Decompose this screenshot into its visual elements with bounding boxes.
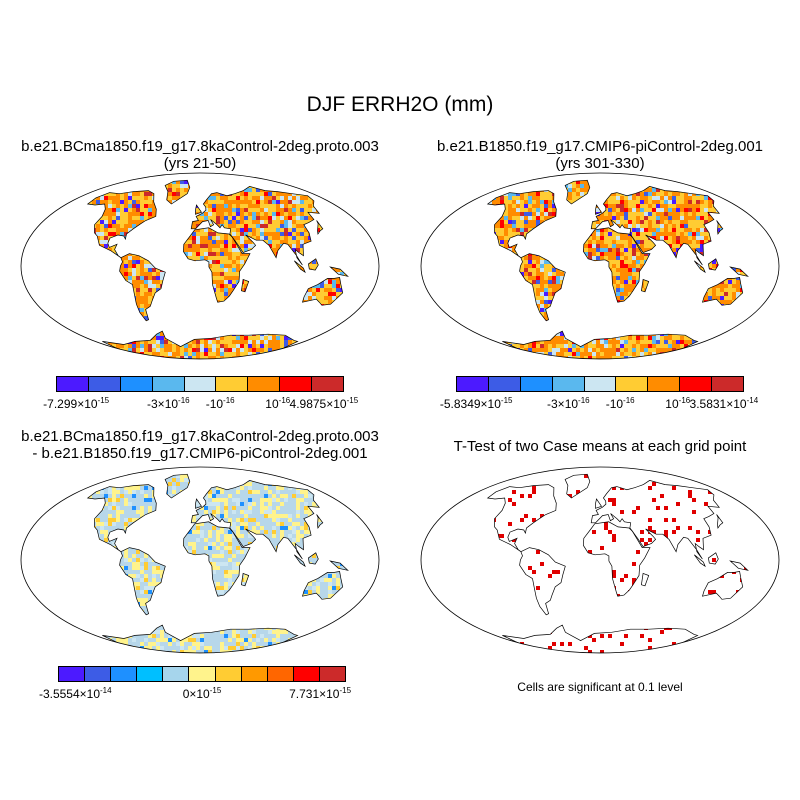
colorbar-swatch xyxy=(241,667,268,681)
colorbar-swatch xyxy=(552,377,585,391)
colorbar-swatch xyxy=(163,667,190,681)
colorbar-diff xyxy=(58,666,346,682)
colorbar-label: -5.8349×10-15 xyxy=(439,396,513,411)
map-diff xyxy=(20,466,380,654)
colorbar-label: -3×10-16 xyxy=(147,396,190,411)
colorbar-swatch xyxy=(648,377,681,391)
colorbar-swatch xyxy=(584,377,617,391)
colorbar-swatch xyxy=(120,377,153,391)
colorbar-swatch xyxy=(216,377,249,391)
panel-title-diff-line2: - b.e21.B1850.f19_g17.CMIP6-piControl-2d… xyxy=(32,445,368,462)
colorbar-swatch xyxy=(111,667,138,681)
colorbar-label: -10-16 xyxy=(605,396,635,411)
panel-title-ttest: T-Test of two Case means at each grid po… xyxy=(400,438,800,455)
colorbar-swatch xyxy=(457,377,489,391)
significance-note: Cells are significant at 0.1 level xyxy=(517,680,683,694)
colorbar-swatch xyxy=(488,377,521,391)
colorbar-swatch xyxy=(267,667,294,681)
colorbar-label: 0×10-15 xyxy=(182,686,222,701)
colorbar-swatch xyxy=(215,667,242,681)
colorbar-label: -10-16 xyxy=(205,396,235,411)
colorbar-swatch xyxy=(280,377,313,391)
colorbar-label: 10-16 xyxy=(265,396,291,411)
colorbar-swatch xyxy=(319,667,346,681)
colorbar-swatch xyxy=(248,377,281,391)
colorbar-case2 xyxy=(456,376,744,392)
colorbar-label: -3×10-16 xyxy=(547,396,590,411)
colorbar-swatch xyxy=(88,377,121,391)
colorbar-swatch xyxy=(680,377,713,391)
panel-title-case1-line2: (yrs 21-50) xyxy=(163,155,237,172)
colorbar-swatch xyxy=(85,667,112,681)
colorbar-swatch xyxy=(184,377,217,391)
colorbar-label: -7.299×10-15 xyxy=(43,396,110,411)
panel-title-case2-line2: (yrs 301-330) xyxy=(555,155,645,172)
colorbar-case1 xyxy=(56,376,344,392)
colorbar-swatch xyxy=(152,377,185,391)
colorbar-swatch xyxy=(312,377,344,391)
panel-title-ttest-line1: T-Test of two Case means at each grid po… xyxy=(453,438,747,455)
figure-title: DJF ERRH2O (mm) xyxy=(306,93,494,116)
colorbar-swatch xyxy=(293,667,320,681)
colorbar-swatch xyxy=(57,377,89,391)
colorbar-label: 4.9875×10-15 xyxy=(289,396,359,411)
panel-title-diff-line1: b.e21.BCma1850.f19_g17.8kaControl-2deg.p… xyxy=(21,428,379,445)
panel-title-case1: b.e21.BCma1850.f19_g17.8kaControl-2deg.p… xyxy=(0,138,400,172)
colorbar-swatch xyxy=(189,667,216,681)
colorbar-label: 7.731×10-15 xyxy=(289,686,352,701)
colorbar-swatch xyxy=(712,377,744,391)
colorbar-swatch xyxy=(616,377,649,391)
colorbar-swatch xyxy=(59,667,86,681)
colorbar-label: 10-16 xyxy=(665,396,691,411)
map-case1 xyxy=(20,172,380,360)
colorbar-label: 3.5831×10-14 xyxy=(689,396,759,411)
colorbar-swatch xyxy=(137,667,164,681)
map-case2 xyxy=(420,172,780,360)
panel-title-case1-line1: b.e21.BCma1850.f19_g17.8kaControl-2deg.p… xyxy=(21,138,379,155)
colorbar-label: -3.5554×10-14 xyxy=(38,686,112,701)
panel-title-diff: b.e21.BCma1850.f19_g17.8kaControl-2deg.p… xyxy=(0,428,400,462)
map-ttest xyxy=(420,466,780,654)
panel-title-case2-line1: b.e21.B1850.f19_g17.CMIP6-piControl-2deg… xyxy=(436,138,764,155)
panel-title-case2: b.e21.B1850.f19_g17.CMIP6-piControl-2deg… xyxy=(400,138,800,172)
colorbar-swatch xyxy=(520,377,553,391)
